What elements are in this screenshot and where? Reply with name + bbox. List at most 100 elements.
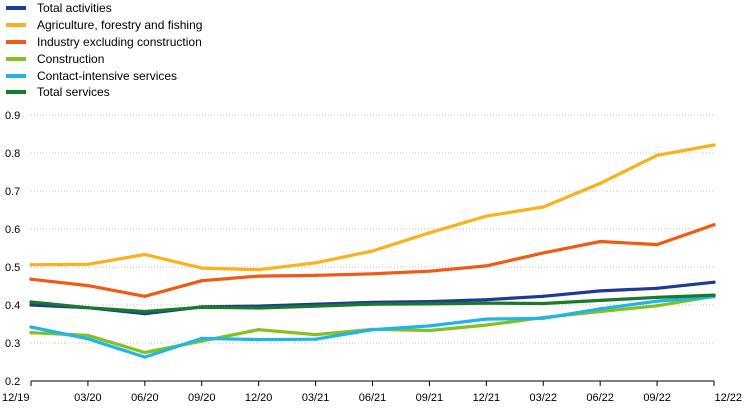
data-point [29,331,33,335]
data-point [200,266,204,270]
legend-swatch [6,56,26,61]
data-point [29,263,33,267]
data-point [143,252,147,257]
data-point [484,214,488,218]
data-point [598,239,602,244]
data-point [712,143,716,147]
data-point [200,305,204,309]
x-tick-label: 03/20 [74,392,102,404]
data-point [712,293,716,297]
x-tick-label: 09/22 [643,392,671,404]
legend-swatch [6,90,26,95]
legend-label: Industry excluding construction [37,34,202,49]
data-point [29,300,33,304]
data-point [712,280,716,284]
data-point [484,301,488,305]
data-point [427,302,432,306]
y-tick-label: 0.2 [5,376,20,388]
data-point [257,274,261,278]
x-tick-label: 12/19 [2,392,30,404]
data-point [257,328,261,332]
x-tick-label: 03/21 [302,392,330,404]
x-tick-label: 03/22 [529,392,557,404]
y-tick-label: 0.3 [5,338,20,350]
data-point [427,231,432,235]
data-point [427,328,432,333]
y-tick-label: 0.7 [5,186,20,198]
x-tick-label: 12/20 [245,392,273,404]
legend-label: Total activities [37,1,112,16]
legend: Total activities Agriculture, forestry an… [6,0,202,101]
data-point [29,277,33,281]
legend-swatch [6,23,26,28]
legend-label: Total services [37,85,110,100]
data-point [655,299,659,303]
legend-label: Construction [37,51,105,66]
data-point [484,323,488,327]
data-point [598,307,602,311]
legend-label: Contact-intensive services [37,68,178,83]
data-point [143,294,147,298]
data-point [143,355,147,359]
data-point [541,316,545,320]
legend-item: Industry excluding construction [6,34,202,51]
x-tick-label: 06/21 [359,392,387,404]
legend-swatch [6,39,26,44]
data-point [200,279,204,283]
data-point [86,284,90,288]
data-point [257,268,261,272]
legend-item: Total services [6,84,202,101]
data-point [313,273,318,277]
series-line-3 [29,223,716,298]
data-point [712,223,716,227]
data-point [86,333,90,337]
data-point [427,269,432,273]
data-point [313,337,318,341]
data-point [200,336,204,341]
legend-item: Construction [6,50,202,67]
data-point [541,251,545,255]
data-point [598,309,602,314]
x-tick-label: 12/22 [714,392,742,404]
data-point [86,306,90,310]
x-tick-label: 09/20 [188,392,216,404]
data-point [655,286,659,290]
data-point [313,304,318,308]
data-point [655,242,659,247]
data-point [655,153,659,157]
x-tick-label: 06/22 [586,392,614,404]
data-point [427,324,432,328]
data-point [541,294,545,298]
legend-label: Agriculture, forestry and fishing [37,18,203,33]
data-point [257,337,261,342]
data-point [598,181,602,185]
data-point [541,301,545,306]
legend-item: Total activities [6,0,202,17]
data-point [29,325,33,329]
x-tick-label: 06/20 [131,392,159,404]
data-point [313,261,318,265]
data-point [86,337,90,341]
legend-item: Contact-intensive services [6,67,202,84]
x-tick-label: 12/21 [473,392,501,404]
y-tick-label: 0.9 [5,110,20,122]
x-tick-label: 09/21 [416,392,444,404]
legend-swatch [6,73,26,78]
data-point [370,272,375,276]
legend-item: Agriculture, forestry and fishing [6,17,202,34]
data-point [143,350,147,355]
data-point [370,249,375,253]
data-point [655,304,659,308]
data-point [598,298,602,303]
y-tick-label: 0.4 [5,300,20,312]
data-point [655,295,659,299]
y-tick-label: 0.8 [5,148,20,160]
data-point [313,333,318,337]
data-point [484,298,488,302]
data-point [143,309,147,314]
y-tick-label: 0.6 [5,224,20,236]
data-point [370,328,375,332]
data-point [29,303,33,307]
